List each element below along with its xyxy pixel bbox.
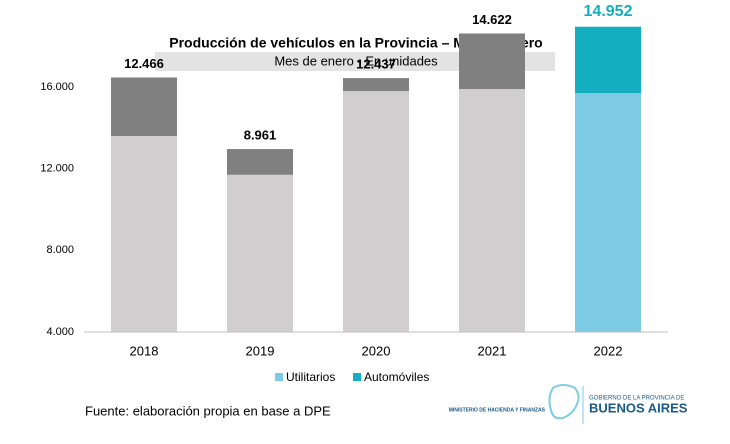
legend-swatch	[275, 373, 283, 381]
total-label: 12.466	[124, 56, 164, 71]
x-tick-label: 2021	[478, 343, 507, 358]
y-tick-label: 4.000	[46, 326, 74, 338]
x-tick-label: 2022	[594, 343, 623, 358]
bar-segment	[575, 93, 641, 332]
bar-segment	[459, 33, 525, 90]
total-label: 14.952	[584, 3, 633, 20]
y-tick-label: 12.000	[40, 163, 74, 175]
bar-segment	[575, 26, 641, 94]
logo-province: BUENOS AIRES	[589, 400, 688, 415]
bar-segment	[111, 136, 177, 332]
total-label: 12.437	[356, 57, 396, 72]
total-label: 8.961	[244, 127, 277, 142]
source-note: Fuente: elaboración propia en base a DPE	[85, 403, 331, 418]
bar-segment	[459, 89, 525, 333]
logo-map	[548, 384, 580, 420]
bar-segment	[343, 78, 409, 92]
bar-segment	[343, 91, 409, 332]
legend-swatch	[353, 373, 361, 381]
x-tick-label: 2018	[130, 343, 159, 358]
subtitle-band	[155, 52, 555, 71]
logo-ministry: MINISTERIO DE HACIENDA Y FINANZAS	[449, 407, 546, 413]
bar-segment	[111, 77, 177, 136]
bar-segment	[227, 174, 293, 332]
chart-subtitle: Mes de enero - En unidades	[274, 53, 438, 68]
bar-segment	[227, 149, 293, 175]
total-label: 14.622	[472, 12, 512, 27]
legend-label: Utilitarios	[286, 370, 335, 384]
x-tick-label: 2019	[246, 343, 275, 358]
x-tick-label: 2020	[362, 343, 391, 358]
chart-title: Producción de vehículos en la Provincia …	[169, 35, 542, 51]
logo: MINISTERIO DE HACIENDA Y FINANZAS GOBIER…	[449, 384, 688, 424]
y-tick-label: 8.000	[46, 244, 74, 256]
logo-government: GOBIERNO DE LA PROVINCIA DE	[589, 396, 684, 402]
y-tick-label: 16.000	[40, 81, 74, 93]
legend-label: Automóviles	[364, 370, 429, 384]
